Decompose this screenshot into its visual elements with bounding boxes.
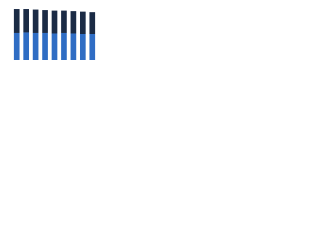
bar-segment [13,9,20,33]
bar-segment [23,32,29,60]
bar-segment [32,32,39,60]
bar-segment [89,12,96,34]
bar-segment [80,11,86,35]
bar-segment [70,11,77,34]
bar-segment [80,34,86,60]
chart [0,0,100,71]
bar-segment [70,33,77,60]
bar-segment [51,33,58,60]
bar-segment [42,10,48,33]
bar-segment [61,10,67,33]
bar-segment [51,10,58,34]
bar-segment [61,32,67,60]
bar-segment [32,9,39,33]
bar-segment [23,9,29,33]
bar-segment [89,34,96,60]
page: {"chart_data": {"type": "stacked-bar", "… [0,0,100,71]
bar-segment [42,32,48,60]
bar-segment [13,32,20,60]
